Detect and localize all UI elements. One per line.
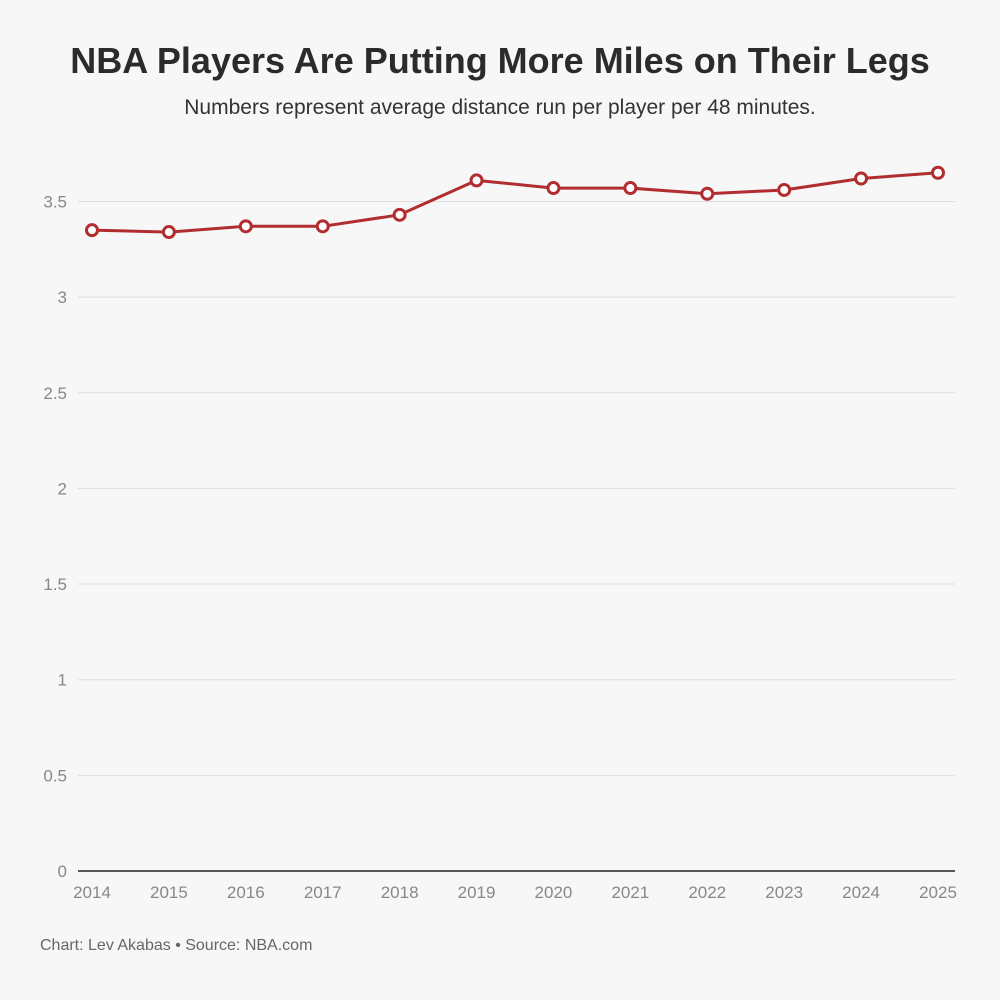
x-tick-label: 2019 — [458, 883, 496, 902]
x-tick-labels: 2014 2015 2016 2017 2018 2019 2020 2021 2022 2023… — [73, 883, 957, 902]
chart-title: NBA Players Are Putting More Miles on Th… — [70, 40, 930, 81]
chart-footer: Chart: Lev Akabas • Source: NBA.com — [40, 937, 313, 954]
x-tick-label: 2016 — [227, 883, 265, 902]
y-tick-label: 2.5 — [43, 384, 67, 403]
y-tick-label: 2 — [58, 479, 67, 498]
y-tick-label: 1 — [58, 671, 67, 690]
y-tick-labels: 0 0.5 1 1.5 2 2.5 3 3.5 — [43, 192, 67, 881]
y-tick-label: 0.5 — [43, 766, 67, 785]
x-tick-label: 2023 — [765, 883, 803, 902]
x-tick-label: 2015 — [150, 883, 188, 902]
gridlines — [78, 200, 955, 776]
x-tick-label: 2025 — [919, 883, 957, 902]
data-point — [392, 207, 407, 222]
chart-subtitle: Numbers represent average distance run p… — [184, 96, 816, 119]
x-tick-label: 2014 — [73, 883, 111, 902]
x-tick-label: 2024 — [842, 883, 880, 902]
y-tick-label: 1.5 — [43, 575, 67, 594]
data-point — [315, 219, 330, 234]
x-tick-label: 2022 — [688, 883, 726, 902]
x-tick-label: 2018 — [381, 883, 419, 902]
x-tick-label: 2020 — [535, 883, 573, 902]
data-point — [623, 181, 638, 196]
x-tick-label: 2021 — [611, 883, 649, 902]
series-line — [91, 171, 939, 234]
data-point — [161, 225, 176, 240]
data-point — [85, 223, 99, 238]
data-point — [238, 219, 253, 234]
y-tick-label: 3.5 — [43, 192, 67, 211]
data-point — [546, 181, 561, 196]
data-point — [469, 173, 484, 188]
y-tick-label: 3 — [58, 288, 67, 307]
y-tick-label: 0 — [58, 862, 67, 881]
data-points — [85, 165, 945, 240]
x-tick-label: 2017 — [304, 883, 342, 902]
data-point — [854, 171, 869, 186]
data-point — [700, 186, 715, 201]
data-point — [931, 165, 945, 180]
data-point — [777, 182, 792, 197]
